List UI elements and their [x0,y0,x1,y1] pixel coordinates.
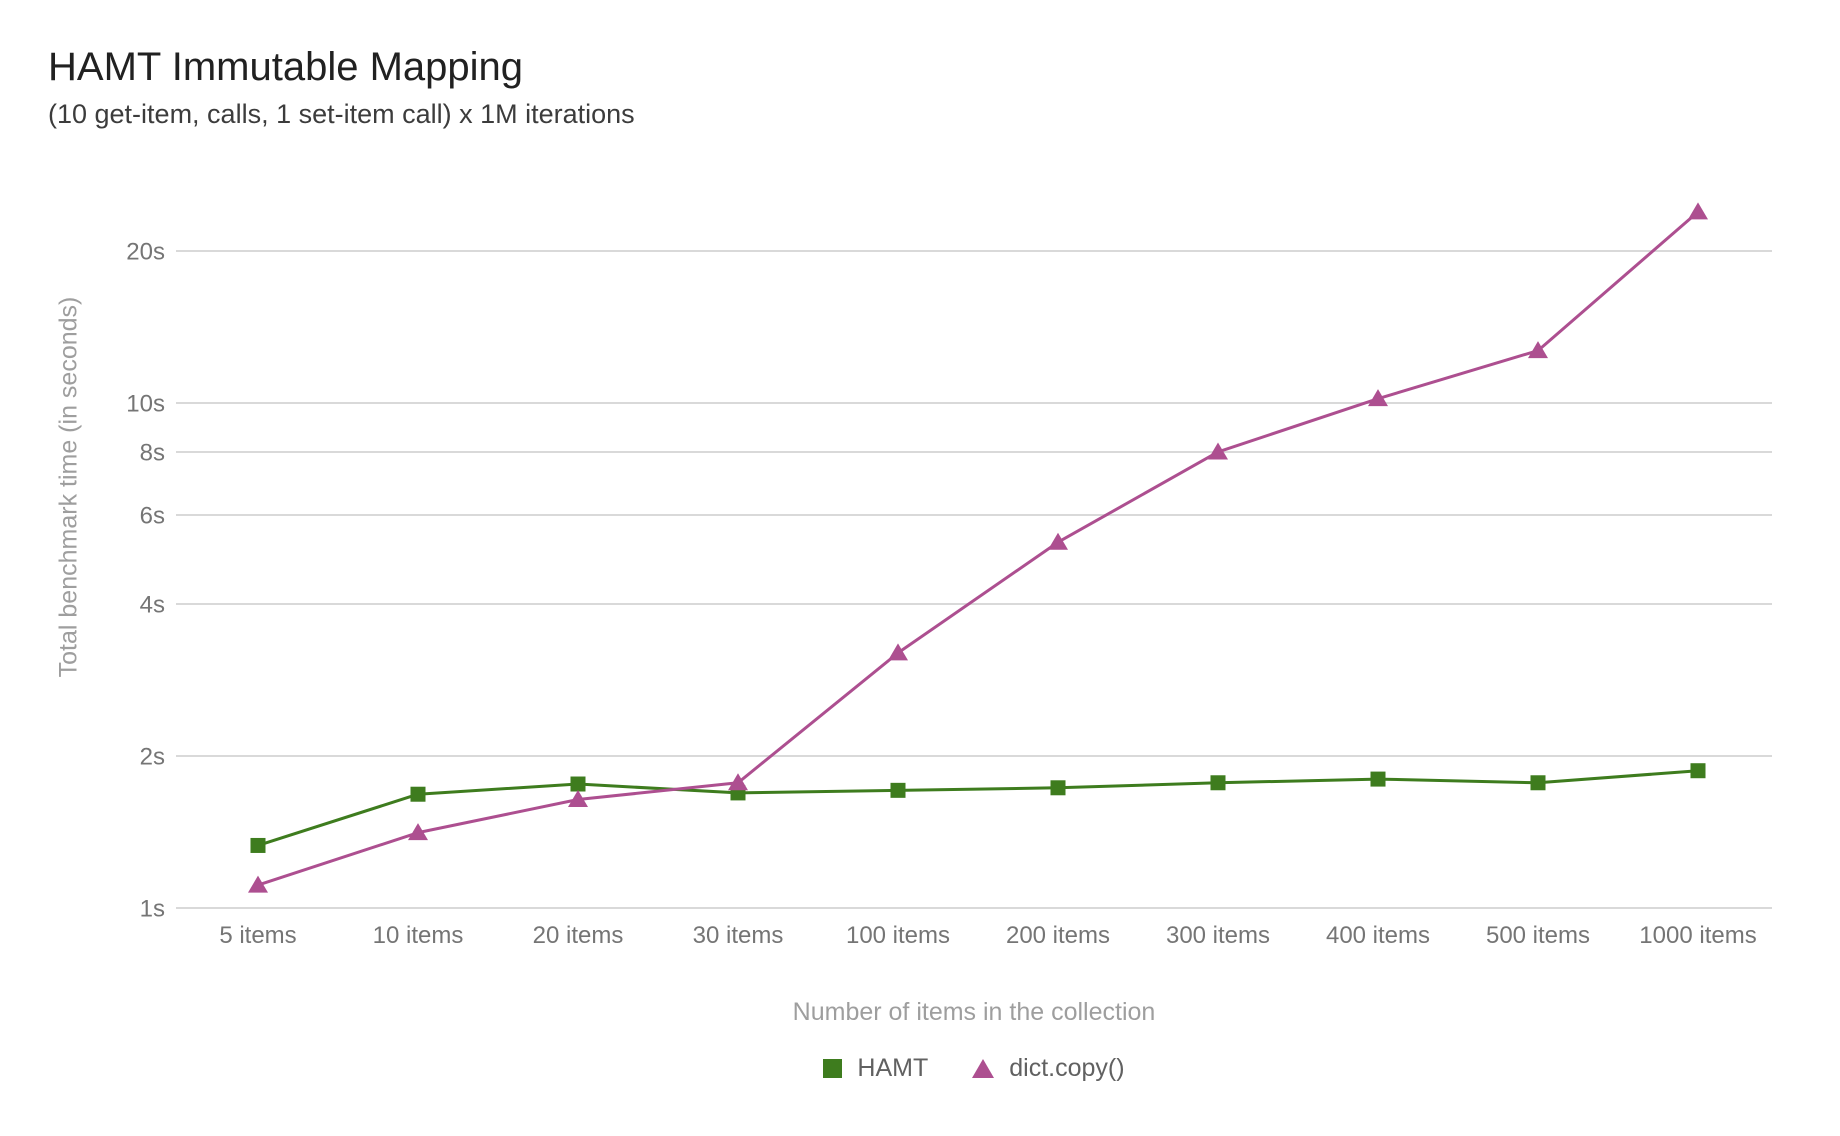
series-line-dict-copy [257,210,1699,887]
data-point-marker[interactable] [1368,389,1388,407]
data-point-marker[interactable] [1210,775,1226,791]
chart-title: HAMT Immutable Mapping [48,45,523,89]
legend-item-hamt[interactable]: HAMT [823,1054,928,1083]
legend-label: HAMT [857,1054,929,1082]
x-tick-label: 10 items [373,922,464,949]
y-tick-label: 10s [126,391,165,418]
x-tick-label: 20 items [533,922,624,949]
y-tick-label: 20s [126,238,165,265]
data-point-marker[interactable] [568,790,588,808]
x-tick-label: 400 items [1326,922,1430,949]
data-point-marker[interactable] [408,823,428,841]
x-tick-label: 30 items [693,922,784,949]
y-tick-label: 1s [140,896,165,923]
x-tick-label: 1000 items [1639,922,1756,949]
y-tick-label: 4s [140,591,165,618]
y-tick-label: 6s [140,503,165,530]
data-point-marker[interactable] [1690,763,1706,779]
data-point-marker[interactable] [1370,771,1386,787]
data-point-marker[interactable] [1688,202,1708,220]
data-point-marker[interactable] [1528,341,1548,359]
x-tick-label: 200 items [1006,922,1110,949]
chart-subtitle: (10 get-item, calls, 1 set-item call) x … [48,99,635,129]
data-point-marker[interactable] [888,643,908,661]
data-point-marker[interactable] [728,773,748,791]
x-tick-label: 500 items [1486,922,1590,949]
legend-item-dict-copy[interactable]: dict.copy() [972,1054,1125,1083]
data-point-marker[interactable] [570,776,586,792]
legend-label: dict.copy() [1009,1054,1125,1082]
x-tick-label: 300 items [1166,922,1270,949]
data-point-marker[interactable] [248,875,268,893]
legend-marker-square-icon [823,1059,843,1078]
data-point-marker[interactable] [1048,532,1068,550]
series-line-hamt [257,769,1699,847]
data-point-marker[interactable] [410,786,426,802]
x-axis-title: Number of items in the collection [792,998,1156,1026]
data-point-marker[interactable] [1050,780,1066,796]
data-point-marker[interactable] [250,837,266,853]
data-point-marker[interactable] [1530,775,1546,791]
legend: HAMT dict.copy() [176,1054,1772,1083]
x-tick-label: 100 items [846,922,950,949]
data-point-marker[interactable] [890,782,906,798]
x-tick-label: 5 items [219,922,296,949]
data-point-marker[interactable] [1208,442,1228,460]
y-tick-label: 2s [140,743,165,770]
y-tick-label: 8s [140,439,165,466]
legend-marker-triangle-icon [972,1059,995,1078]
